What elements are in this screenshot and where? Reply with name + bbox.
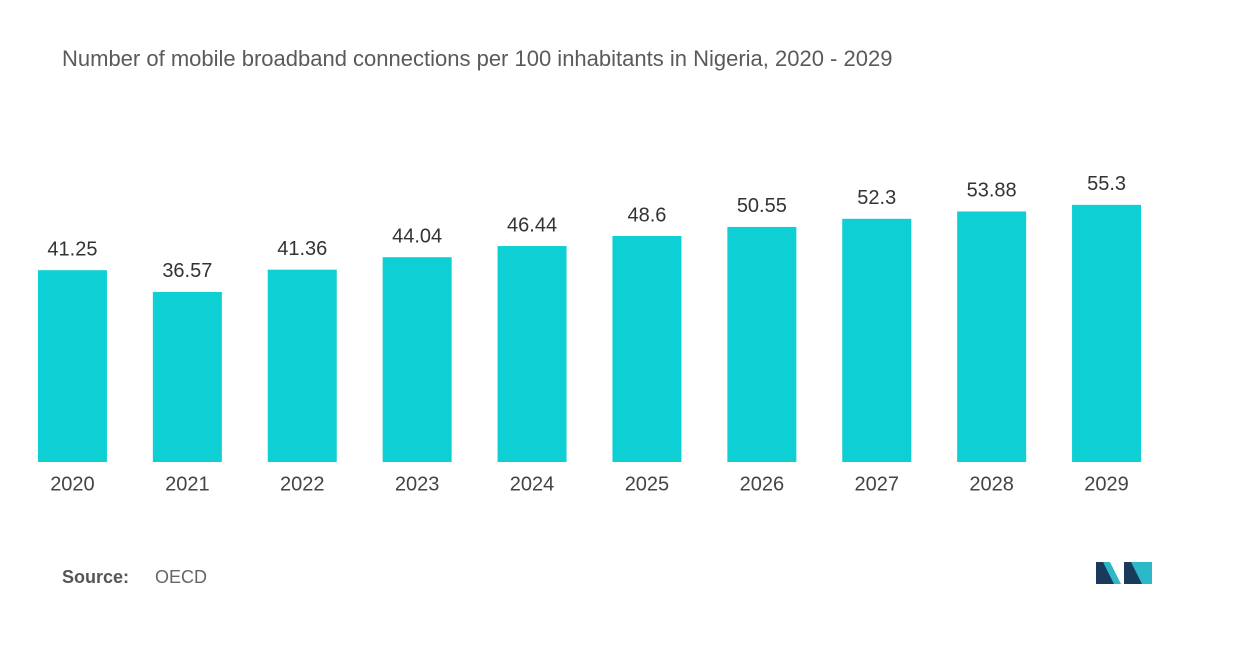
x-tick-label: 2028 xyxy=(969,473,1014,495)
value-label: 48.6 xyxy=(627,204,666,226)
value-label: 52.3 xyxy=(857,187,896,209)
value-label: 53.88 xyxy=(967,180,1017,202)
bar xyxy=(382,257,452,462)
bar xyxy=(727,226,797,462)
value-label: 55.3 xyxy=(1087,173,1126,195)
bar xyxy=(37,270,107,462)
value-label: 41.36 xyxy=(277,238,327,260)
value-label: 41.25 xyxy=(47,238,97,260)
x-tick-label: 2023 xyxy=(395,473,440,495)
value-label: 36.57 xyxy=(162,260,212,282)
bar xyxy=(1072,204,1142,463)
x-tick-label: 2022 xyxy=(280,473,325,495)
bar xyxy=(152,291,222,462)
x-tick-label: 2027 xyxy=(855,473,900,495)
bar xyxy=(497,246,567,462)
value-label: 46.44 xyxy=(507,214,557,236)
bar xyxy=(267,269,337,462)
value-label: 50.55 xyxy=(737,195,787,217)
bar xyxy=(957,211,1027,462)
x-tick-label: 2021 xyxy=(165,473,210,495)
x-tick-label: 2020 xyxy=(50,473,95,495)
value-label: 44.04 xyxy=(392,225,442,247)
source: OECD xyxy=(155,567,207,587)
bar xyxy=(842,218,912,462)
x-tick-label: 2029 xyxy=(1084,473,1129,495)
logo xyxy=(1096,562,1152,584)
x-tick-label: 2026 xyxy=(740,473,785,495)
chart-title: Number of mobile broadband connections p… xyxy=(62,46,892,71)
bar xyxy=(612,236,682,462)
x-tick-label: 2025 xyxy=(625,473,670,495)
x-tick-label: 2024 xyxy=(510,473,555,495)
source-label: Source: xyxy=(62,567,129,587)
